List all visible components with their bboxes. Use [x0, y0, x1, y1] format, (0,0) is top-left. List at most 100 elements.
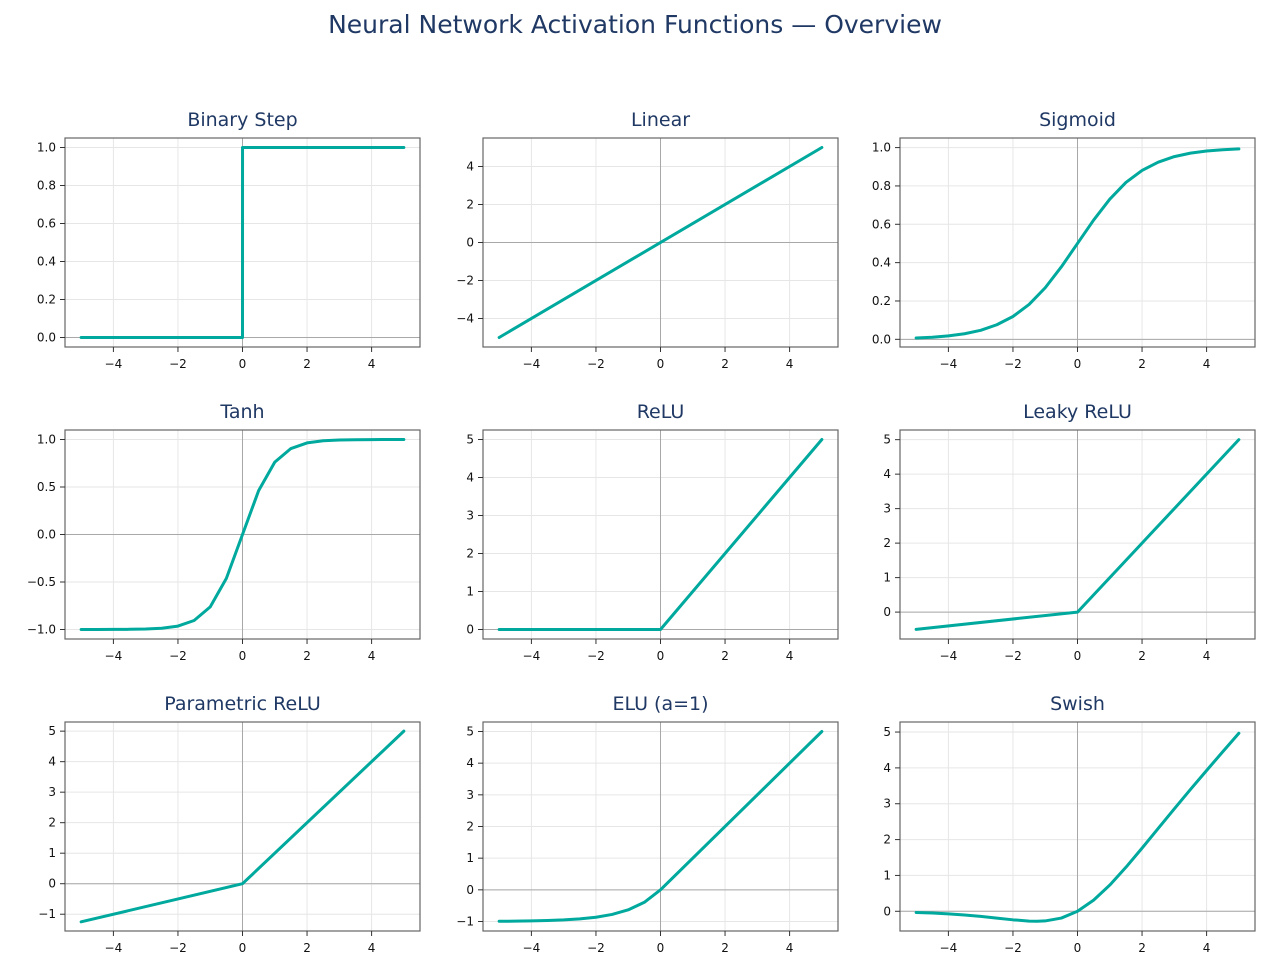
x-tick-label: 4	[786, 649, 794, 663]
y-tick-label: 5	[48, 724, 56, 738]
subplot: ReLU −4 −2 0 2 4 0 1 2 3 4 5	[466, 401, 839, 663]
y-tick-label: 0.0	[872, 332, 891, 346]
x-tick-label: 2	[721, 357, 729, 371]
subplot: Swish −4 −2 0 2 4 0 1 2 3 4 5	[883, 693, 1256, 955]
subplot-title: Parametric ReLU	[164, 693, 321, 715]
x-tick-label: −2	[1004, 649, 1022, 663]
y-tick-label: 0.4	[37, 255, 56, 269]
subplot: Tanh −4 −2 0 2 4 −1.0 −0.5 0.0 0.5 1.0	[27, 401, 421, 663]
x-tick-label: 4	[786, 357, 794, 371]
x-tick-label: −4	[523, 941, 541, 955]
y-tick-label: 2	[466, 547, 474, 561]
y-tick-label: 2	[466, 198, 474, 212]
subplot: Leaky ReLU −4 −2 0 2 4 0 1 2 3 4 5	[883, 401, 1256, 663]
y-tick-label: 4	[466, 160, 474, 174]
x-tick-label: −2	[587, 649, 605, 663]
subplot: Linear −4 −2 0 2 4 −4 −2 0 2 4	[456, 109, 839, 371]
x-tick-label: 0	[657, 357, 665, 371]
y-tick-label: 5	[466, 725, 474, 739]
x-tick-label: −4	[940, 357, 958, 371]
x-tick-label: 2	[303, 941, 311, 955]
x-tick-label: −4	[105, 649, 123, 663]
x-tick-label: 0	[239, 941, 247, 955]
y-tick-label: 4	[883, 467, 891, 481]
y-tick-label: 0	[466, 883, 474, 897]
y-tick-label: 5	[883, 433, 891, 447]
y-tick-label: 0	[883, 904, 891, 918]
y-tick-label: 3	[466, 788, 474, 802]
series-line	[914, 731, 1241, 923]
series-line	[497, 438, 824, 631]
y-tick-label: 0.2	[37, 293, 56, 307]
y-tick-label: 1	[466, 585, 474, 599]
y-tick-label: 2	[466, 820, 474, 834]
y-tick-label: 0.6	[872, 217, 891, 231]
subplot-title: ELU (a=1)	[612, 693, 708, 715]
series-line	[497, 146, 824, 339]
x-tick-label: 2	[303, 357, 311, 371]
x-tick-label: 0	[1074, 357, 1082, 371]
y-tick-label: 5	[883, 725, 891, 739]
x-tick-label: −2	[169, 941, 187, 955]
x-tick-label: 4	[1203, 357, 1211, 371]
y-tick-label: 4	[466, 471, 474, 485]
y-tick-label: 0	[48, 877, 56, 891]
x-tick-label: 0	[239, 649, 247, 663]
subplot-title: Sigmoid	[1039, 109, 1116, 131]
series-line	[497, 730, 824, 923]
x-tick-label: 2	[721, 649, 729, 663]
y-tick-label: 1	[883, 868, 891, 882]
subplot: Binary Step −4 −2 0 2 4 0.0 0.2 0.4 0.6 0.8 1.0	[37, 109, 421, 371]
subplot: Sigmoid −4 −2 0 2 4 0.0 0.2 0.4 0.6 0.8 1.0	[872, 109, 1256, 371]
x-tick-label: −2	[169, 649, 187, 663]
y-tick-label: 0	[466, 236, 474, 250]
y-tick-label: −1	[38, 907, 56, 921]
x-tick-label: 0	[657, 649, 665, 663]
y-tick-label: −2	[456, 274, 474, 288]
y-tick-label: 4	[466, 756, 474, 770]
y-tick-label: 5	[466, 433, 474, 447]
y-tick-label: 1	[48, 846, 56, 860]
y-tick-label: 2	[883, 536, 891, 550]
subplot-title: Binary Step	[187, 109, 297, 131]
y-tick-label: 0.8	[872, 179, 891, 193]
y-tick-label: 3	[883, 797, 891, 811]
series-line	[79, 146, 406, 339]
x-tick-label: 4	[368, 649, 376, 663]
y-tick-label: 4	[48, 755, 56, 769]
x-tick-label: 0	[657, 941, 665, 955]
x-tick-label: 2	[1138, 649, 1146, 663]
x-tick-label: −4	[523, 649, 541, 663]
series-line	[914, 147, 1241, 340]
subplot-title: Tanh	[219, 401, 264, 423]
y-tick-label: 2	[883, 833, 891, 847]
x-tick-label: 4	[1203, 649, 1211, 663]
x-tick-label: −4	[940, 649, 958, 663]
y-tick-label: 1.0	[872, 141, 891, 155]
series-line	[914, 438, 1241, 631]
subplot: Parametric ReLU −4 −2 0 2 4 −1 0 1 2 3 4 5	[38, 693, 421, 955]
y-tick-label: 0	[466, 623, 474, 637]
x-tick-label: 4	[786, 941, 794, 955]
y-tick-label: 1.0	[37, 141, 56, 155]
subplot-title: Swish	[1050, 693, 1105, 715]
x-tick-label: −4	[940, 941, 958, 955]
x-tick-label: −2	[587, 941, 605, 955]
y-tick-label: −0.5	[27, 575, 56, 589]
x-tick-label: 2	[1138, 941, 1146, 955]
y-tick-label: −1	[456, 915, 474, 929]
y-tick-label: −1.0	[27, 623, 56, 637]
subplot-title: Leaky ReLU	[1023, 401, 1132, 423]
x-tick-label: 4	[368, 941, 376, 955]
subplot-title: Linear	[631, 109, 690, 131]
x-tick-label: 0	[1074, 649, 1082, 663]
x-tick-label: −2	[169, 357, 187, 371]
y-tick-label: 3	[883, 502, 891, 516]
y-tick-label: 1.0	[37, 433, 56, 447]
series-line	[79, 438, 406, 631]
x-tick-label: −2	[1004, 357, 1022, 371]
x-tick-label: 2	[721, 941, 729, 955]
y-tick-label: 0.0	[37, 331, 56, 345]
subplot: ELU (a=1) −4 −2 0 2 4 −1 0 1 2 3 4 5	[456, 693, 839, 955]
